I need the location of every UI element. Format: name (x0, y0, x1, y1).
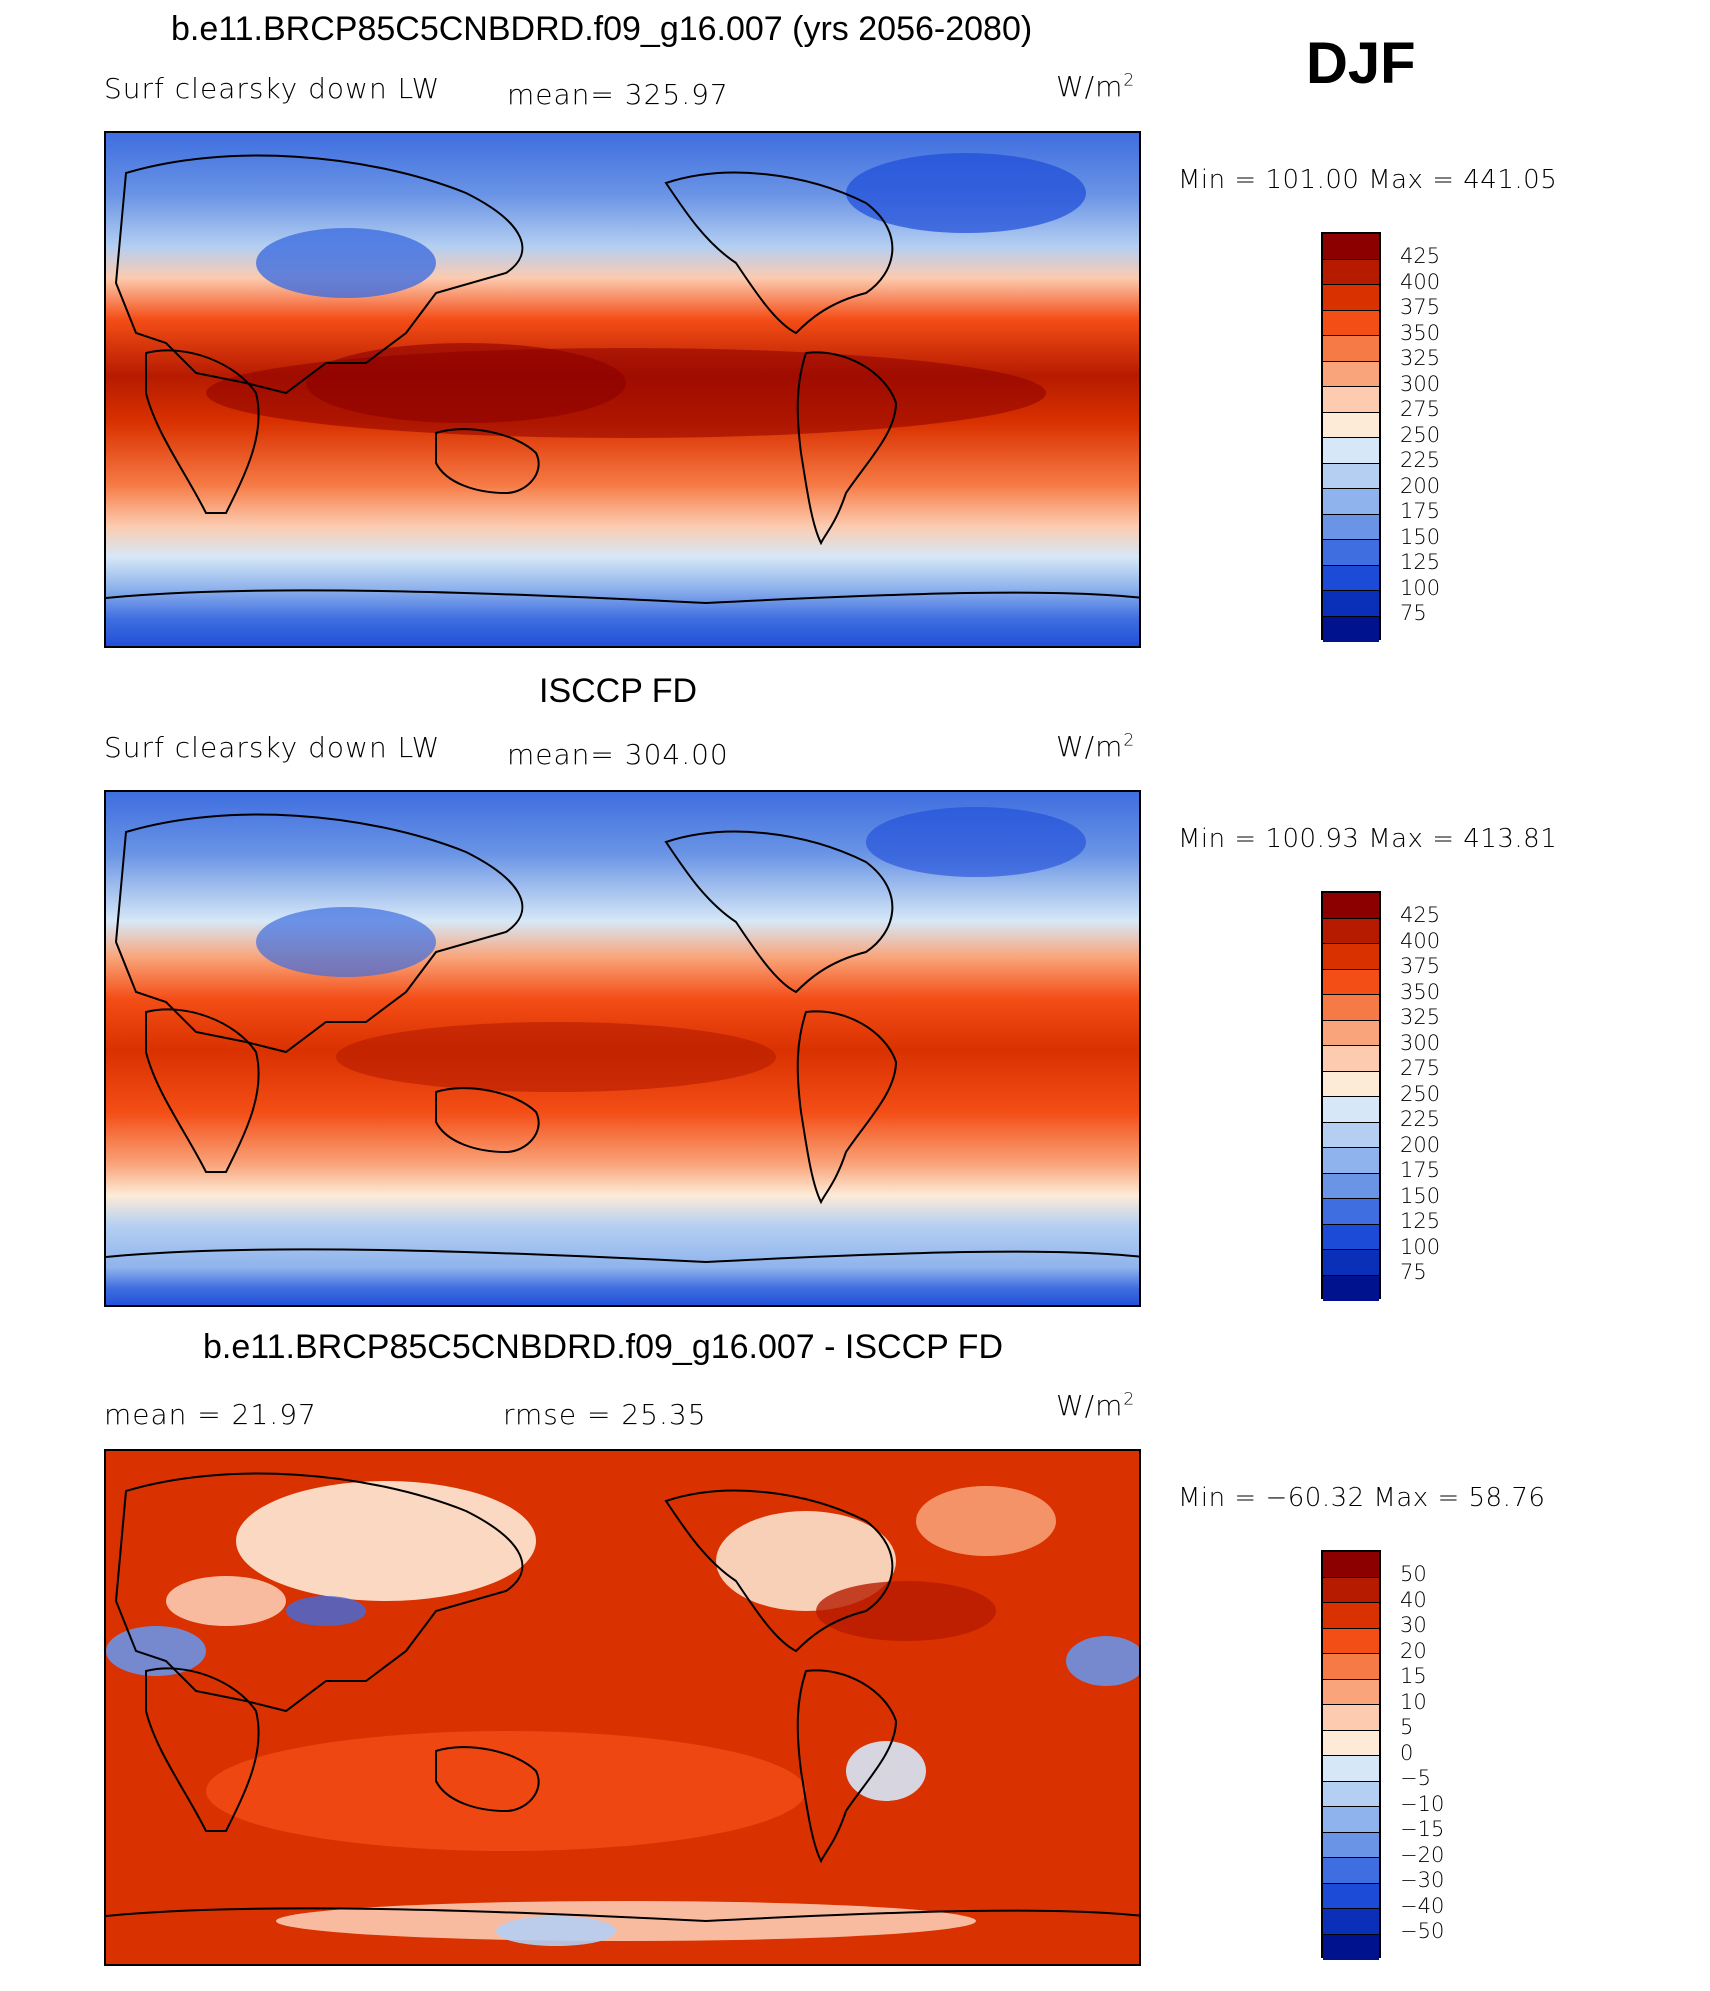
colorbar-tick-label: −30 (1400, 1868, 1445, 1892)
panel-3-rmse-label: rmse = 25.35 (503, 1398, 707, 1431)
colorbar-tick-label: 125 (1400, 1209, 1441, 1233)
colorbar-tick-label: 150 (1400, 1183, 1441, 1208)
colorbar-tick-label: −50 (1400, 1919, 1445, 1943)
panel-2-colorbar-labels: 425 400 375 350 325 300 275 250 225 200 … (1400, 903, 1440, 1286)
colorbar-tick-label: −5 (1400, 1766, 1431, 1790)
panel-1-minmax: Min = 101.00 Max = 441.05 (1178, 165, 1558, 195)
colorbar-tick-label: 400 (1400, 269, 1441, 294)
panel-2-units: W/m2 (1056, 730, 1136, 763)
panel-1-map (104, 131, 1141, 648)
colorbar-tick-label: 75 (1400, 1260, 1427, 1284)
colorbar-tick-label: 175 (1400, 1158, 1441, 1182)
panel-2-mean-label: mean= 304.00 (507, 738, 729, 771)
colorbar-tick-label: 300 (1400, 1030, 1441, 1055)
colorbar-tick-label: −10 (1400, 1791, 1445, 1816)
panel-3-colorbar (1321, 1550, 1381, 1960)
panel-1-title: b.e11.BRCP85C5CNBDRD.f09_g16.007 (yrs 20… (171, 10, 1033, 48)
colorbar-tick-label: 200 (1400, 1132, 1441, 1157)
colorbar-tick-label: 20 (1400, 1638, 1427, 1663)
panel-3-colorbar-labels: 50 40 30 20 15 10 5 0 −5 −10 −15 −20 −30… (1400, 1562, 1444, 1945)
colorbar-tick-label: 425 (1400, 244, 1441, 268)
panel-1-colorbar (1321, 232, 1381, 642)
colorbar-tick-label: 275 (1400, 1056, 1441, 1080)
panel-2-title: ISCCP FD (539, 672, 698, 710)
colorbar-tick-label: 425 (1400, 903, 1441, 927)
panel-1-map-field (106, 133, 1139, 646)
colorbar-tick-label: 175 (1400, 499, 1441, 523)
colorbar-tick-label: 75 (1400, 601, 1427, 625)
panel-1-colorbar-labels: 425 400 375 350 325 300 275 250 225 200 … (1400, 244, 1440, 627)
colorbar-tick-label: 225 (1400, 1107, 1441, 1131)
colorbar-tick-label: 375 (1400, 295, 1441, 319)
colorbar-tick-label: 150 (1400, 524, 1441, 549)
colorbar-tick-label: 50 (1400, 1562, 1427, 1586)
colorbar-tick-label: 250 (1400, 422, 1441, 447)
colorbar-tick-label: 5 (1400, 1715, 1414, 1739)
colorbar-tick-label: 225 (1400, 448, 1441, 472)
panel-2-colorbar (1321, 891, 1381, 1301)
season-label: DJF (1306, 31, 1416, 96)
colorbar-tick-label: 100 (1400, 1234, 1441, 1259)
colorbar-tick-label: 100 (1400, 575, 1441, 600)
panel-1-mean-label: mean= 325.97 (507, 78, 729, 111)
colorbar-tick-label: 350 (1400, 320, 1441, 345)
colorbar-tick-label: 325 (1400, 346, 1441, 370)
panel-2-variable-label: Surf clearsky down LW (104, 731, 441, 764)
colorbar-tick-label: 10 (1400, 1689, 1427, 1714)
colorbar-tick-label: −40 (1400, 1893, 1445, 1918)
panel-3-title: b.e11.BRCP85C5CNBDRD.f09_g16.007 - ISCCP… (203, 1328, 1003, 1366)
panel-3-mean-label: mean = 21.97 (104, 1398, 317, 1431)
colorbar-tick-label: 250 (1400, 1081, 1441, 1106)
colorbar-tick-label: 325 (1400, 1005, 1441, 1029)
colorbar-tick-label: 30 (1400, 1613, 1427, 1637)
panel-3-map (104, 1449, 1141, 1966)
colorbar-tick-label: 125 (1400, 550, 1441, 574)
colorbar-tick-label: 15 (1400, 1664, 1427, 1688)
colorbar-tick-label: 0 (1400, 1740, 1414, 1765)
panel-1-variable-label: Surf clearsky down LW (104, 72, 441, 105)
panel-3-minmax: Min = −60.32 Max = 58.76 (1178, 1483, 1546, 1513)
colorbar-tick-label: 400 (1400, 928, 1441, 953)
colorbar-tick-label: 275 (1400, 397, 1441, 421)
panel-2-map-field (106, 792, 1139, 1305)
colorbar-tick-label: 200 (1400, 473, 1441, 498)
colorbar-tick-label: 300 (1400, 371, 1441, 396)
colorbar-tick-label: 375 (1400, 954, 1441, 978)
panel-3-map-field (106, 1451, 1139, 1964)
colorbar-tick-label: −20 (1400, 1842, 1445, 1867)
panel-3-units: W/m2 (1056, 1389, 1136, 1422)
panel-2-map (104, 790, 1141, 1307)
panel-2-minmax: Min = 100.93 Max = 413.81 (1178, 824, 1558, 854)
panel-1-units: W/m2 (1056, 70, 1136, 103)
colorbar-tick-label: −15 (1400, 1817, 1445, 1841)
colorbar-tick-label: 40 (1400, 1587, 1427, 1612)
colorbar-tick-label: 350 (1400, 979, 1441, 1004)
